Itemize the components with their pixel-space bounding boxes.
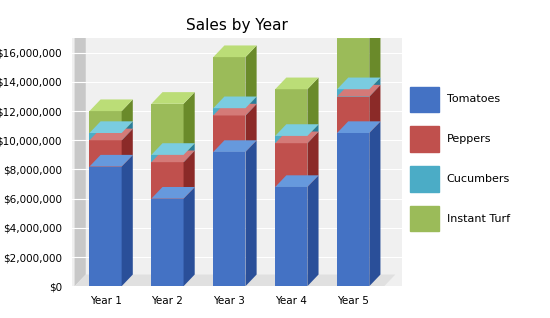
Polygon shape — [337, 85, 381, 97]
Bar — [337, 97, 369, 133]
Bar — [410, 206, 439, 232]
Bar — [410, 166, 439, 191]
Polygon shape — [122, 128, 133, 167]
Polygon shape — [337, 121, 381, 133]
Bar — [90, 111, 122, 133]
Polygon shape — [213, 45, 257, 57]
Polygon shape — [90, 128, 133, 140]
Polygon shape — [184, 143, 195, 162]
Polygon shape — [184, 92, 195, 155]
Polygon shape — [184, 150, 195, 199]
Bar — [337, 38, 369, 89]
Polygon shape — [369, 121, 381, 286]
Polygon shape — [369, 78, 381, 97]
Polygon shape — [245, 97, 257, 115]
Polygon shape — [369, 85, 381, 133]
Text: Tomatoes: Tomatoes — [447, 94, 500, 104]
Polygon shape — [275, 78, 318, 89]
Polygon shape — [75, 274, 395, 286]
Bar — [151, 155, 184, 162]
Bar — [90, 167, 122, 286]
Polygon shape — [90, 100, 133, 111]
Polygon shape — [213, 140, 257, 152]
Bar — [90, 140, 122, 167]
Polygon shape — [245, 140, 257, 286]
Polygon shape — [90, 155, 133, 167]
Polygon shape — [245, 104, 257, 152]
Polygon shape — [122, 155, 133, 286]
Polygon shape — [151, 150, 195, 162]
Bar — [213, 115, 245, 152]
Bar — [151, 104, 184, 155]
Bar — [151, 199, 184, 286]
Polygon shape — [151, 187, 195, 199]
Polygon shape — [213, 104, 257, 115]
Polygon shape — [75, 26, 86, 286]
Bar — [275, 187, 307, 286]
Bar — [151, 162, 184, 199]
Polygon shape — [275, 132, 318, 143]
Polygon shape — [307, 124, 318, 143]
Bar — [275, 136, 307, 143]
Polygon shape — [275, 124, 318, 136]
Bar — [337, 89, 369, 97]
Polygon shape — [213, 97, 257, 108]
Polygon shape — [151, 92, 195, 104]
Polygon shape — [184, 187, 195, 286]
Bar — [213, 57, 245, 108]
Bar — [337, 133, 369, 286]
Title: Sales by Year: Sales by Year — [185, 18, 288, 33]
Text: Peppers: Peppers — [447, 134, 491, 144]
Bar — [275, 89, 307, 136]
Text: Instant Turf: Instant Turf — [447, 214, 510, 224]
Bar — [90, 133, 122, 140]
Polygon shape — [275, 175, 318, 187]
Polygon shape — [307, 175, 318, 286]
Bar — [213, 152, 245, 286]
Polygon shape — [307, 78, 318, 136]
Bar — [410, 126, 439, 152]
Polygon shape — [122, 100, 133, 133]
Polygon shape — [122, 121, 133, 140]
Polygon shape — [307, 132, 318, 187]
Polygon shape — [337, 26, 381, 38]
Bar — [213, 108, 245, 115]
Bar — [275, 143, 307, 187]
Polygon shape — [245, 45, 257, 108]
Polygon shape — [369, 26, 381, 89]
Polygon shape — [337, 78, 381, 89]
Polygon shape — [90, 121, 133, 133]
Text: Cucumbers: Cucumbers — [447, 174, 510, 184]
Polygon shape — [151, 143, 195, 155]
Bar — [410, 86, 439, 112]
